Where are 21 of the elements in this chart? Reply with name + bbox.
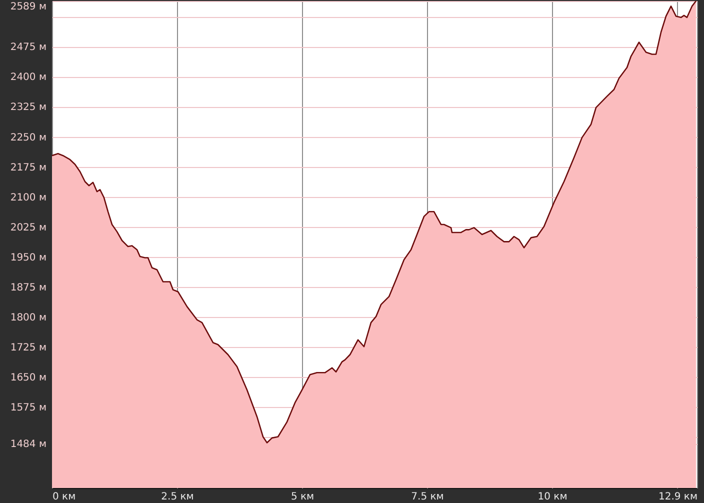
y-tick-label: 1875 м xyxy=(10,282,46,294)
y-tick-label: 2400 м xyxy=(10,72,46,84)
y-tick-label: 1725 м xyxy=(10,342,46,354)
y-tick-label: 1484 м xyxy=(10,439,46,450)
x-tick-label: 5 км xyxy=(290,492,314,502)
y-tick-label: 2100 м xyxy=(10,192,46,204)
y-tick-label: 2325 м xyxy=(10,102,46,114)
y-tick-label: 2250 м xyxy=(10,132,46,144)
x-tick-label: 12.9 км xyxy=(658,492,698,502)
y-tick-label: 2025 м xyxy=(10,222,46,234)
x-tick-label: 10 км xyxy=(538,492,568,502)
y-tick-label: 1650 м xyxy=(10,372,46,384)
y-tick-label: 2175 м xyxy=(10,162,46,174)
y-tick-label: 2589 м xyxy=(10,2,46,12)
x-tick-label: 2.5 км xyxy=(161,492,194,502)
y-tick-label: 2475 м xyxy=(10,42,46,54)
y-tick-label: 1950 м xyxy=(10,252,46,264)
y-tick-label: 1575 м xyxy=(10,402,46,414)
x-tick-label: 0 км xyxy=(52,492,76,502)
x-tick-label: 7.5 км xyxy=(411,492,444,502)
y-tick-label: 1800 м xyxy=(10,312,46,324)
